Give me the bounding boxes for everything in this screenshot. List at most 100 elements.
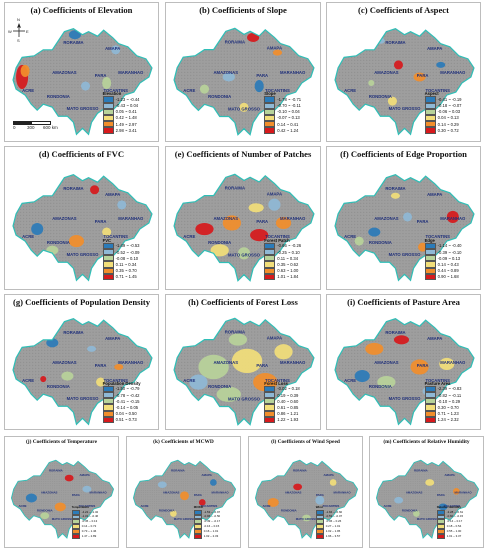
coefficient-hotspot (102, 76, 112, 90)
legend-entry: -0.10 ~ 0.29 (424, 398, 462, 405)
legend-range-label: 0.04 ~ 0.13 (437, 115, 459, 121)
legend-swatch (424, 96, 436, 103)
legend-swatch (424, 273, 436, 281)
legend-swatch (102, 108, 114, 115)
region-fill (13, 28, 152, 135)
state-label: TOCANTINS (265, 234, 290, 239)
region-fill (11, 460, 114, 538)
legend-range-label: -0.10 ~ 0.29 (437, 398, 461, 404)
coefficient-hotspot (102, 227, 112, 237)
legend-entry: -0.25 ~ 0.10 (264, 249, 301, 256)
region-fill (335, 174, 474, 281)
coefficient-hotspot (453, 488, 460, 495)
legend-swatch (424, 121, 436, 128)
legend-swatch (264, 392, 276, 399)
panel-title: (k) Coefficients of MCWD (153, 439, 214, 445)
coefficient-map: RORAIMA AMAPA AMAZONAS PARA MARANHAO TOCANTIN… (12, 27, 153, 136)
region-boundary (334, 317, 475, 426)
state-label: TOCANTINS (103, 234, 128, 239)
state-label: AMAPA (105, 46, 120, 51)
north-label: N (17, 17, 20, 22)
state-label: TOCANTINS (79, 504, 96, 508)
legend-swatch (102, 96, 114, 103)
state-label: RORAIMA (63, 330, 83, 335)
coefficient-map-panel: (m) Coefficients of Relative Humidity ROR… (369, 436, 484, 548)
coefficient-hotspot (170, 510, 177, 517)
coefficient-hotspot (198, 499, 206, 506)
state-label: AMAPA (105, 336, 120, 341)
panel-title: (j) Coefficients of Temperature (25, 439, 97, 445)
state-label: RONDONIA (369, 384, 392, 389)
legend-entry: -1.84 ~ -0.60 (315, 510, 342, 515)
state-label: PARA (417, 219, 429, 224)
legend-range-label: 0.90 ~ 1.68 (437, 274, 459, 280)
state-label: ACRE (18, 504, 26, 508)
legend-entry: 2.98 ~ 3.41 (102, 127, 140, 134)
coefficient-hotspot (413, 72, 426, 82)
coefficient-map-panel: (b) Coefficients of Slope RORAIMA AMAPA AMA… (165, 2, 321, 142)
state-label: TOCANTINS (265, 378, 290, 383)
legend-range-label: -0.07 ~ 0.13 (277, 115, 300, 121)
legend-entry: 1.47 ~ 2.89 (71, 534, 98, 539)
panel-title: (l) Coefficients of Wind Speed (271, 439, 340, 445)
legend-entry: 0.27 ~ 1.01 (315, 524, 342, 530)
legend-swatch (193, 519, 202, 525)
state-label: RORAIMA (414, 468, 428, 472)
legend-entry: -1.49 ~ -0.53 (102, 242, 140, 250)
legend-range-label: -0.25 ~ 0.10 (277, 249, 300, 255)
region-boundary (173, 173, 315, 282)
legend-swatch (424, 242, 436, 250)
state-label: RORAIMA (385, 40, 405, 45)
legend-swatch (193, 524, 202, 530)
region-boundary (12, 27, 153, 136)
map-legend: MCWD -1.53 ~ -0.97 -0.96 ~ -0.50 -0.49 ~ -0… (193, 506, 220, 539)
coefficient-hotspot (198, 354, 229, 380)
state-label: AMAZONAS (52, 70, 77, 75)
coefficient-hotspot (228, 333, 248, 346)
state-label: MARANHAO (440, 70, 466, 75)
panel-title: (a) Coefficients of Elevation (30, 5, 133, 15)
legend-swatch (71, 524, 80, 530)
coefficient-hotspot (96, 377, 106, 387)
legend-title: Aspect (424, 91, 439, 97)
map-legend: Temperature -4.22 ~ -1.32 -1.31 ~ -0.46 -0.… (71, 506, 98, 539)
legend-range-label: 0.11 ~ 0.34 (115, 261, 137, 267)
legend-swatch (71, 529, 80, 534)
state-label: MARANHAO (454, 491, 472, 495)
state-label: TOCANTINS (265, 88, 290, 93)
legend-swatch (102, 255, 114, 262)
state-label: RONDONIA (37, 508, 53, 512)
coefficient-map-panel: (c) Coefficients of Aspect RORAIMA AMAPA AM… (326, 2, 481, 142)
legend-range-label: -0.66 ~ -0.26 (277, 243, 302, 249)
legend-entry: -0.10 ~ 0.04 (264, 108, 301, 115)
state-label: ACRE (262, 504, 270, 508)
coefficient-hotspot (247, 32, 260, 42)
legend-range-label: -1.78 ~ -0.71 (277, 96, 302, 102)
legend-title: Slope (264, 91, 276, 97)
legend-swatch (264, 249, 276, 256)
coefficient-map-panel: (l) Coefficients of Wind Speed RORAIMA AMA… (248, 436, 363, 548)
state-label: AMAZONAS (374, 70, 399, 75)
coefficient-hotspot (390, 192, 400, 199)
region-boundary (132, 459, 237, 539)
south-label: S (17, 38, 20, 43)
legend-range-label: -0.06 ~ 0.03 (437, 109, 461, 115)
coefficient-hotspot (248, 203, 264, 213)
coefficient-map-panel: (k) Coefficients of MCWD RORAIMA AMAPA AMAZ… (126, 436, 241, 548)
coefficient-map-panel: (d) Coefficients of FVC RORAIMA AMAPA AMAZO… (4, 146, 159, 290)
legend-range-label: -1.49 ~ -0.53 (115, 243, 140, 249)
coefficient-hotspot (365, 342, 384, 355)
legend-range-label: -1.23 ~ -0.44 (115, 96, 140, 102)
state-label: RONDONIA (208, 384, 231, 389)
panel-title: (i) Coefficients of Pasture Area (347, 297, 460, 307)
state-label: ACRE (344, 234, 356, 239)
coefficient-hotspot (446, 210, 459, 223)
legend-entry: -1.14 ~ -0.40 (424, 242, 462, 250)
coefficient-hotspot (210, 479, 217, 486)
state-label: AMAZONAS (213, 70, 238, 75)
legend-range-label: -2.39 ~ -0.83 (437, 386, 462, 392)
scale-bar-label: 0 (13, 125, 16, 130)
legend-range-label: 0.71 ~ 1.23 (437, 411, 459, 417)
state-label: TOCANTINS (444, 504, 461, 508)
state-label: AMAZONAS (41, 491, 58, 495)
